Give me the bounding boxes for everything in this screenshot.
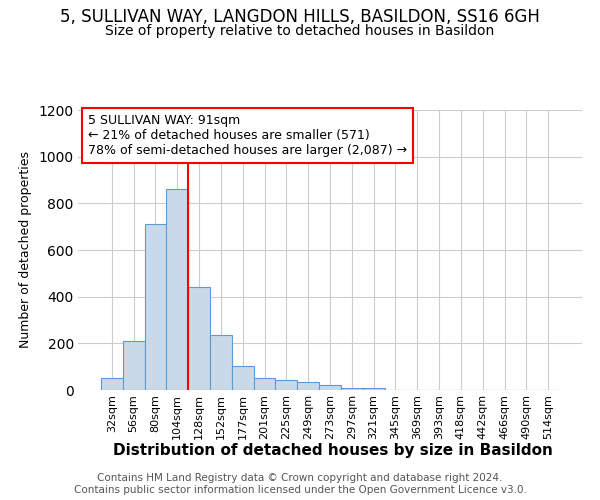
Bar <box>341 388 363 390</box>
Bar <box>145 224 166 390</box>
Text: Distribution of detached houses by size in Basildon: Distribution of detached houses by size … <box>113 442 553 458</box>
Bar <box>319 386 341 390</box>
Text: Size of property relative to detached houses in Basildon: Size of property relative to detached ho… <box>106 24 494 38</box>
Bar <box>254 378 275 390</box>
Y-axis label: Number of detached properties: Number of detached properties <box>19 152 32 348</box>
Bar <box>210 335 232 390</box>
Text: 5 SULLIVAN WAY: 91sqm
← 21% of detached houses are smaller (571)
78% of semi-det: 5 SULLIVAN WAY: 91sqm ← 21% of detached … <box>88 114 407 157</box>
Text: Contains HM Land Registry data © Crown copyright and database right 2024.
Contai: Contains HM Land Registry data © Crown c… <box>74 474 526 495</box>
Bar <box>363 388 385 390</box>
Bar <box>188 288 210 390</box>
Bar <box>123 341 145 390</box>
Text: 5, SULLIVAN WAY, LANGDON HILLS, BASILDON, SS16 6GH: 5, SULLIVAN WAY, LANGDON HILLS, BASILDON… <box>60 8 540 26</box>
Bar <box>297 382 319 390</box>
Bar <box>275 380 297 390</box>
Bar <box>101 378 123 390</box>
Bar <box>166 190 188 390</box>
Bar <box>232 366 254 390</box>
